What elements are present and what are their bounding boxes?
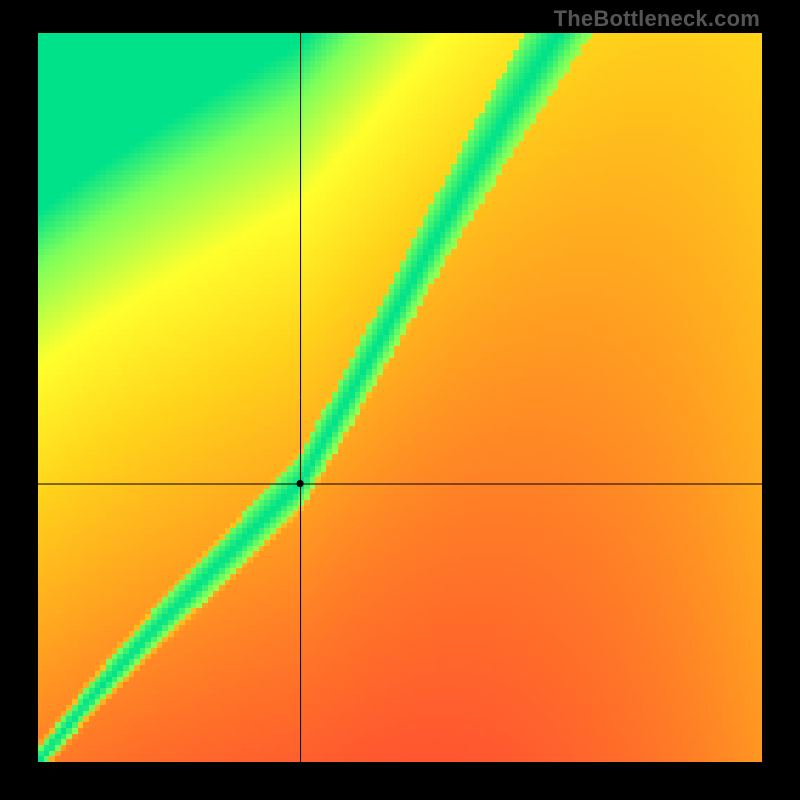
watermark-text: TheBottleneck.com (554, 6, 760, 32)
bottleneck-heatmap (0, 0, 800, 800)
